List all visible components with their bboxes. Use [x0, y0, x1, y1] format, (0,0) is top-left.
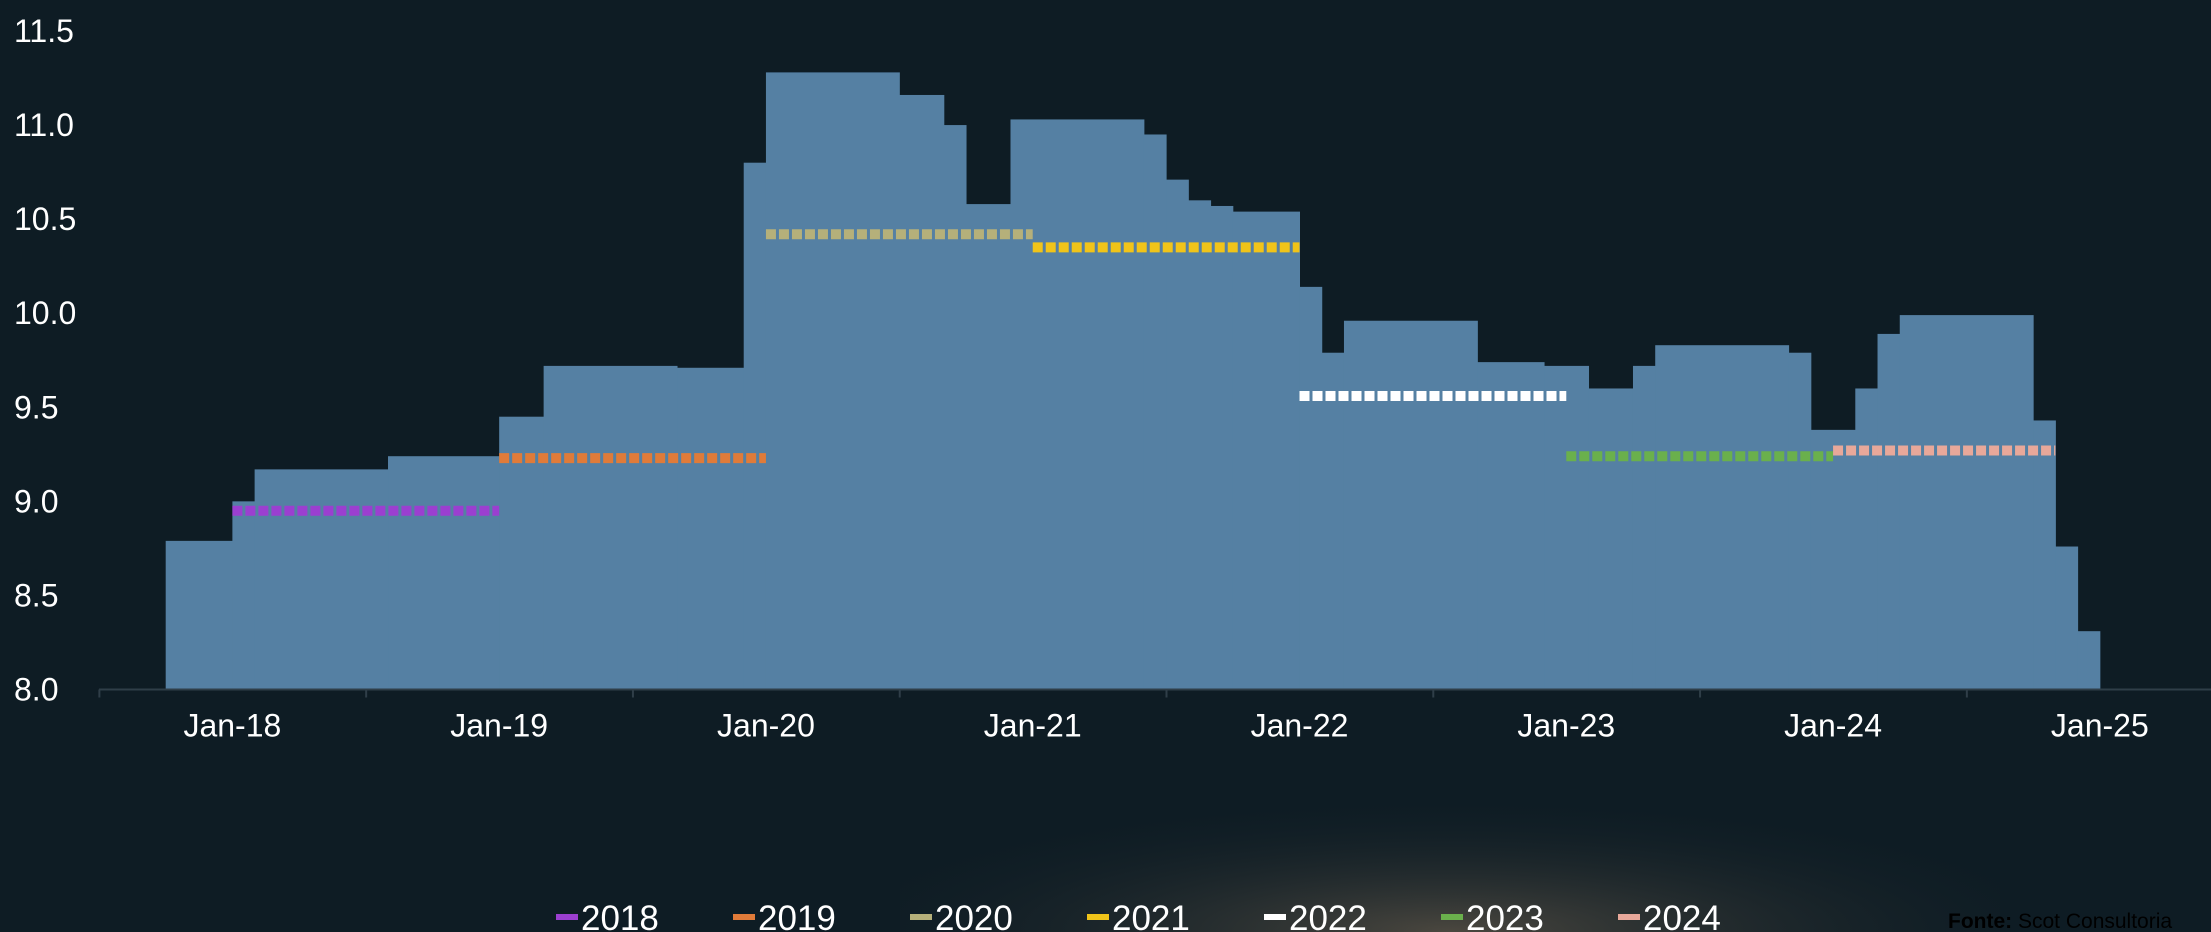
- y-tick-label: 9.0: [14, 483, 58, 519]
- area-step: [1877, 333, 1901, 690]
- x-tick-label: Jan-23: [1517, 708, 1615, 744]
- area-step: [2077, 631, 2101, 690]
- area-step: [743, 162, 767, 690]
- area-step: [1788, 352, 1812, 690]
- y-tick-label: 9.5: [14, 389, 58, 425]
- area-step: [1188, 200, 1212, 690]
- area-step: [1544, 365, 1590, 690]
- y-tick-label: 10.5: [14, 201, 76, 237]
- x-tick-label: Jan-21: [984, 708, 1082, 744]
- legend-label: 2021: [1112, 899, 1190, 932]
- legend-label: 2023: [1466, 899, 1544, 932]
- area-step: [1232, 211, 1301, 690]
- area-step: [1299, 286, 1323, 690]
- legend-label: 2019: [758, 899, 836, 932]
- area-step: [1477, 362, 1545, 690]
- area-step: [1632, 365, 1656, 690]
- y-tick-label: 8.0: [14, 672, 58, 708]
- area-step: [1143, 134, 1167, 690]
- y-tick-label: 11.5: [14, 13, 74, 49]
- y-tick-label: 11.0: [14, 107, 74, 143]
- y-tick-label: 8.5: [14, 577, 58, 613]
- source: Fonte: Scot Consultoria: [1948, 910, 2172, 932]
- x-tick-label: Jan-20: [717, 708, 815, 744]
- area-step: [1010, 119, 1145, 690]
- background-glow: [900, 700, 2000, 932]
- legend-label: 2018: [581, 899, 659, 932]
- y-tick-label: 10.0: [14, 295, 76, 331]
- source-text: Scot Consultoria: [2018, 910, 2172, 932]
- area-step: [232, 501, 256, 690]
- area-step: [1166, 179, 1189, 690]
- area-step: [1343, 320, 1478, 690]
- area-step: [254, 469, 389, 690]
- legend: 2018 2019 2020 2021 2022 2023 2024: [556, 899, 1721, 932]
- area-step: [388, 456, 500, 690]
- legend-label: 2020: [935, 899, 1013, 932]
- source-label: Fonte:: [1948, 910, 2012, 932]
- area-step: [2033, 420, 2056, 690]
- area-step: [765, 72, 900, 690]
- area-step: [1655, 345, 1790, 690]
- legend-label: 2024: [1643, 899, 1721, 932]
- area-step: [677, 367, 745, 690]
- x-tick-label: Jan-24: [1784, 708, 1882, 744]
- x-tick-label: Jan-22: [1251, 708, 1349, 744]
- x-tick-label: Jan-25: [2051, 708, 2149, 744]
- area-step: [899, 94, 945, 690]
- area-step: [1588, 388, 1634, 690]
- area-step: [165, 540, 233, 690]
- area-step: [943, 125, 967, 690]
- area-step: [1321, 352, 1345, 690]
- area-step: [1855, 388, 1879, 690]
- area-step: [966, 204, 1011, 690]
- area-step: [2055, 546, 2079, 690]
- area-step: [1810, 429, 1856, 690]
- plot-area: 8.0 8.5 9.0 9.5 10.0 10.5 11.0 11.5 Jan-18 Jan-19…: [14, 13, 2211, 744]
- area-step: [1210, 205, 1234, 690]
- x-tick-label: Jan-18: [183, 708, 281, 744]
- x-tick-label: Jan-19: [450, 708, 548, 744]
- area-step: [543, 365, 678, 690]
- area-step: [1899, 315, 2034, 690]
- legend-label: 2022: [1289, 899, 1367, 932]
